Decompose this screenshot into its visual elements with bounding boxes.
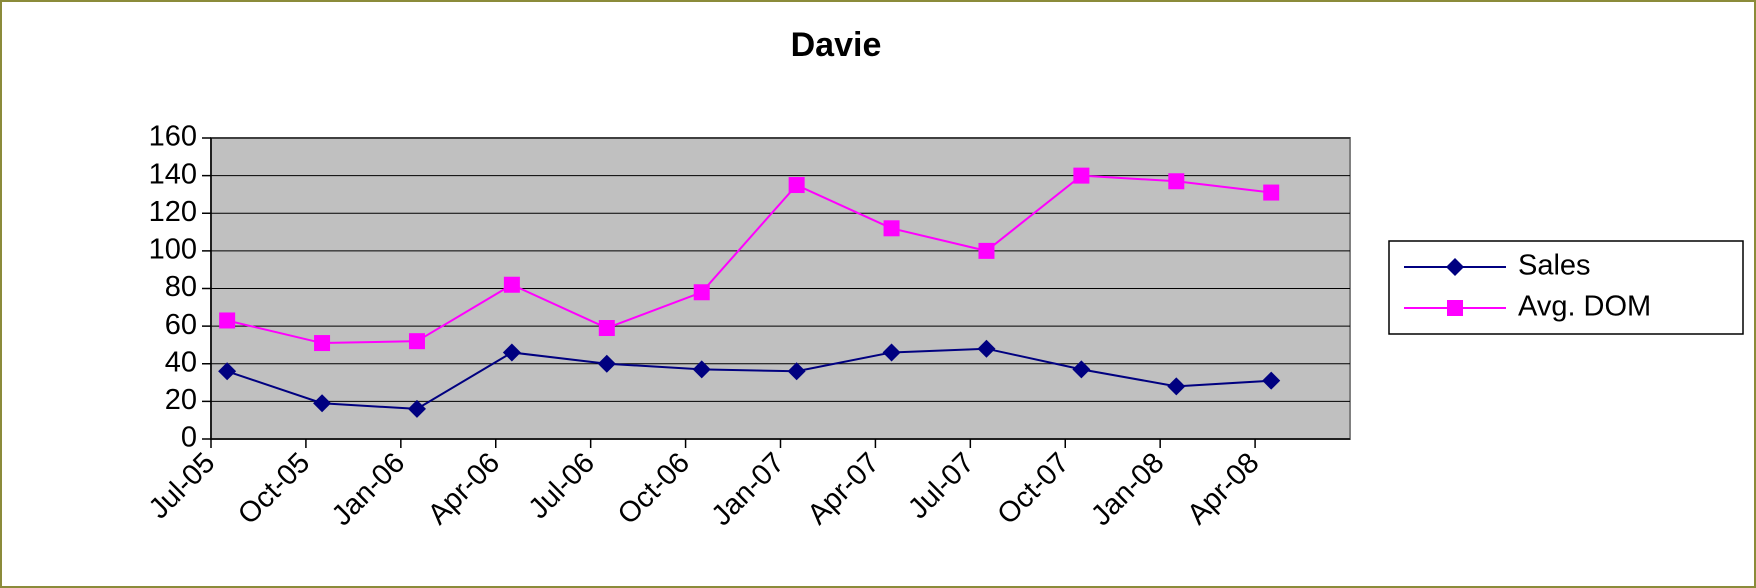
point <box>1263 184 1280 201</box>
series-line <box>226 347 1272 410</box>
point <box>1447 300 1463 316</box>
y-tick-label: 80 <box>165 271 197 303</box>
y-tick-label: 100 <box>149 234 197 266</box>
legend-label: Sales <box>1518 250 1591 282</box>
point <box>598 320 615 337</box>
point <box>1073 167 1090 184</box>
chart-title: Davie <box>791 26 882 64</box>
point <box>503 276 520 293</box>
point <box>787 362 806 381</box>
y-tick-label: 0 <box>181 422 197 454</box>
point <box>788 177 805 194</box>
point <box>1167 377 1186 396</box>
y-tick-label: 60 <box>165 309 197 341</box>
point <box>883 220 900 237</box>
point <box>1168 173 1185 190</box>
point <box>1446 258 1464 276</box>
point <box>407 399 426 418</box>
y-tick-label: 20 <box>165 384 197 416</box>
y-tick-label: 40 <box>165 346 197 378</box>
point <box>977 339 996 358</box>
point <box>408 333 425 350</box>
point <box>597 354 616 373</box>
point <box>218 362 237 381</box>
y-tick-label: 120 <box>149 196 197 228</box>
legend-box <box>1388 240 1744 335</box>
point <box>693 284 710 301</box>
point <box>1072 360 1091 379</box>
series-line <box>226 174 1272 345</box>
point <box>502 343 521 362</box>
y-tick-label: 140 <box>149 158 197 190</box>
point <box>692 360 711 379</box>
point <box>1262 371 1281 390</box>
point <box>313 394 332 413</box>
point <box>314 335 331 352</box>
point <box>219 312 236 329</box>
point <box>978 242 995 259</box>
legend-label: Avg. DOM <box>1518 291 1651 323</box>
point <box>882 343 901 362</box>
y-tick-label: 160 <box>149 121 197 153</box>
